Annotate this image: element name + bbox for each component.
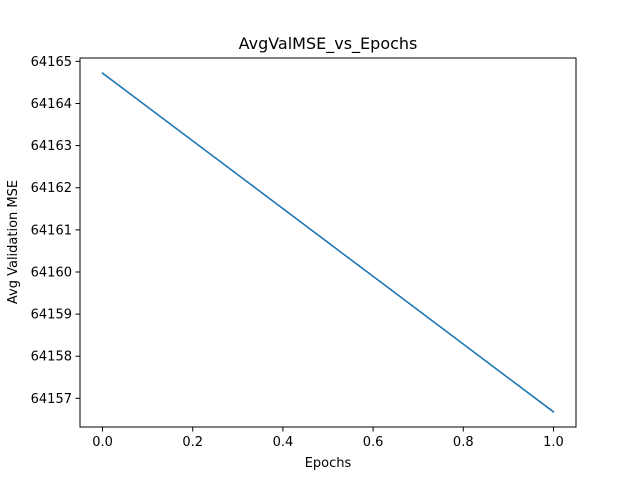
y-tick-label: 64160 [31, 265, 72, 280]
x-tick-label: 0.2 [182, 435, 203, 450]
y-tick-label: 64165 [31, 55, 72, 70]
y-tick-label: 64164 [31, 97, 72, 112]
series-layer [101, 72, 555, 413]
y-tick-label: 64162 [31, 181, 72, 196]
x-tick-label: 0.6 [363, 435, 384, 450]
y-tick-label: 64157 [31, 392, 72, 407]
chart-title: AvgValMSE_vs_Epochs [239, 34, 418, 54]
y-tick-label: 64163 [31, 139, 72, 154]
x-axis-label: Epochs [305, 456, 352, 471]
x-axis: 0.0 0.2 0.4 0.6 0.8 1.0 [92, 427, 564, 450]
x-tick-label: 0.4 [273, 435, 294, 450]
x-tick-label: 0.0 [92, 435, 113, 450]
x-tick-label: 0.8 [453, 435, 474, 450]
y-axis-label: Avg Validation MSE [6, 180, 21, 304]
y-axis: 64157 64158 64159 64160 64161 64162 64163 64164… [31, 55, 80, 407]
y-tick-label: 64159 [31, 308, 72, 323]
y-tick-label: 64158 [31, 350, 72, 365]
series-line-0 [101, 72, 555, 413]
y-tick-label: 64161 [31, 223, 72, 238]
plot-frame [79, 57, 577, 428]
x-tick-label: 1.0 [543, 435, 564, 450]
